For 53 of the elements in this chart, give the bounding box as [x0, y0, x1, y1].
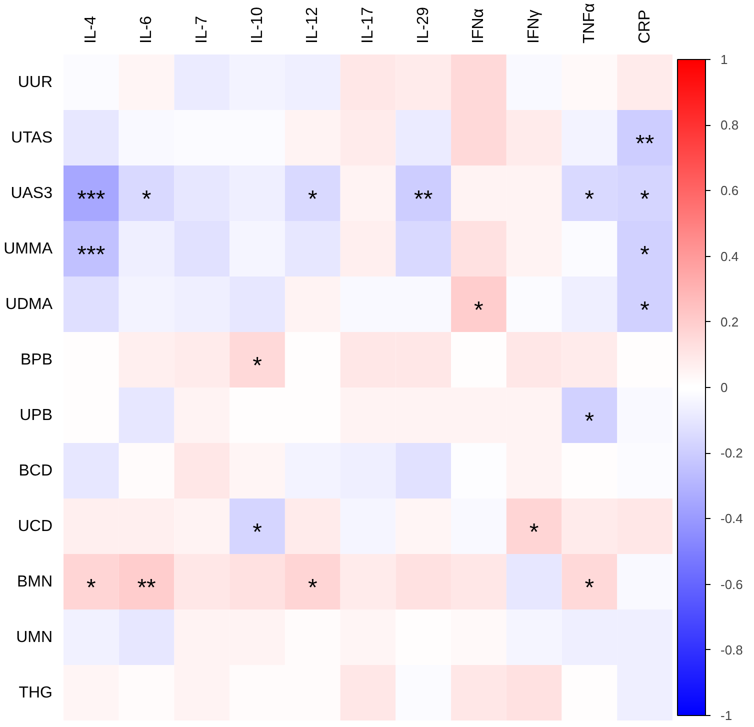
y-tick-label: UTAS	[11, 129, 52, 146]
x-tick-label: TNFα	[580, 3, 598, 44]
color-bar-label: 0.2	[720, 314, 739, 330]
y-tick-label: UDMA	[5, 296, 53, 313]
y-tick-label: BPB	[20, 351, 52, 368]
x-tick-label: IL-7	[193, 16, 210, 44]
x-tick-label: IL-6	[138, 16, 156, 44]
color-bar-label: -0.4	[720, 511, 743, 526]
color-bar-label: 0	[720, 380, 728, 395]
data-label: **	[137, 574, 156, 602]
y-tick-label: UMN	[16, 628, 52, 646]
data-label: *	[640, 296, 650, 324]
data-label: *	[584, 186, 594, 213]
color-bar-label: -1	[720, 708, 732, 723]
y-tick-label: UUR	[18, 74, 53, 91]
data-label: **	[414, 186, 433, 213]
x-tick-label: IFNα	[470, 8, 488, 44]
data-label: *	[142, 186, 152, 213]
color-bar-label: 0.4	[720, 248, 739, 264]
color-bar-label: -0.8	[720, 642, 743, 658]
x-tick-label: IL-12	[304, 6, 322, 44]
data-label: *	[584, 574, 594, 602]
color-bar-label: 1	[720, 52, 728, 67]
x-tick-label: IL-29	[414, 6, 432, 44]
data-label: *	[640, 186, 650, 213]
x-tick-label: IFNγ	[526, 10, 543, 44]
color-bar-label: -0.6	[720, 576, 743, 592]
data-label: *	[86, 574, 96, 602]
data-label: *	[252, 518, 262, 546]
x-tick-label: IL-10	[248, 6, 266, 44]
data-label: ***	[77, 241, 106, 268]
x-tick-label: IL-17	[360, 6, 376, 44]
data-label: *	[252, 352, 262, 380]
data-label: ***	[77, 186, 106, 213]
y-tick-label: UPB	[20, 406, 53, 424]
data-label: *	[474, 296, 484, 324]
y-tick-label: BMN	[16, 573, 53, 590]
y-tick-label: BCD	[18, 462, 52, 480]
data-label: *	[640, 241, 650, 268]
data-label: *	[529, 518, 539, 546]
y-tick-label: UMMA	[4, 240, 53, 258]
y-tick-label: UAS3	[10, 184, 53, 202]
data-label: *	[308, 574, 318, 602]
y-tick-label: THG	[18, 684, 53, 702]
x-tick-label: IL-4	[82, 16, 100, 44]
color-bar-label: 0.6	[720, 183, 739, 198]
data-label: *	[584, 408, 594, 435]
data-label: **	[635, 130, 654, 158]
y-tick-label: UCD	[18, 518, 53, 535]
data-label: *	[308, 186, 318, 213]
color-bar-label: -0.2	[720, 446, 743, 461]
x-tick-label: CRP	[636, 10, 654, 44]
color-bar-label: 0.8	[720, 118, 739, 133]
